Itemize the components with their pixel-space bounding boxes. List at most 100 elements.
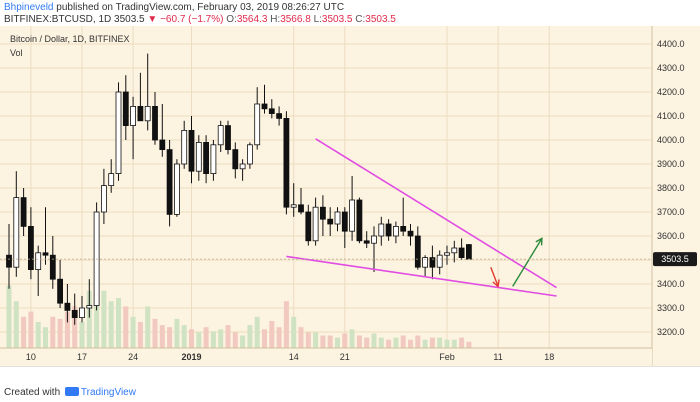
price-tick-label: 3700.0: [657, 207, 685, 217]
volume-bar: [130, 316, 136, 348]
volume-bar: [57, 318, 63, 348]
volume-bar: [137, 322, 143, 348]
volume-bar: [64, 311, 70, 348]
candle: [108, 159, 115, 193]
volume-bar: [116, 298, 121, 348]
candle-body: [465, 244, 472, 260]
candle: [71, 293, 78, 325]
candle-body: [356, 199, 363, 242]
volume-bar: [386, 339, 392, 348]
volume-bar: [159, 325, 165, 348]
volume-bar: [28, 311, 34, 348]
last-price: 3503.5: [114, 14, 145, 25]
candle-body: [6, 254, 12, 268]
candle-body: [341, 211, 348, 232]
price-tick-label: 4400.0: [657, 39, 685, 49]
volume-bar: [21, 316, 27, 348]
current-price-tag: 3503.5: [653, 252, 697, 267]
candle: [122, 75, 129, 140]
price-axis[interactable]: [652, 26, 700, 366]
candle: [371, 226, 377, 272]
candle: [42, 207, 49, 265]
volume-bar: [13, 301, 19, 348]
grid-lines: [0, 26, 652, 348]
price-tick-label: 3800.0: [657, 183, 685, 193]
candle-body: [261, 103, 268, 110]
price-chart[interactable]: 3200.03300.03400.03500.03600.03700.03800…: [0, 26, 700, 366]
candle-body: [57, 278, 63, 304]
volume-bar: [269, 320, 275, 348]
candle: [86, 279, 93, 318]
time-tick-label: 18: [544, 352, 554, 362]
volume-bar: [437, 337, 443, 348]
candle: [166, 140, 173, 227]
candle-body: [203, 142, 210, 175]
time-tick-label: 11: [493, 352, 502, 362]
author-link[interactable]: Bhpineveld: [4, 2, 54, 13]
candle-body: [159, 139, 166, 150]
volume-bar: [356, 335, 362, 348]
candle-body: [429, 257, 436, 268]
tradingview-brand[interactable]: TradingView: [80, 387, 136, 398]
created-with-text: Created with: [4, 387, 61, 398]
symbol-label: BITFINEX:BTCUSD, 1D: [4, 14, 112, 25]
candle-body: [232, 149, 239, 170]
candle: [137, 72, 144, 122]
candle: [152, 92, 158, 145]
candle: [20, 188, 27, 236]
arrow-down: [490, 266, 500, 288]
volume-bar: [466, 341, 472, 348]
candle-body: [283, 118, 290, 208]
candle: [225, 120, 231, 155]
candle: [195, 135, 202, 181]
volume-bar: [320, 335, 326, 348]
candle: [232, 142, 239, 179]
candle: [261, 84, 268, 114]
volume-bar: [349, 329, 355, 348]
candle-body: [363, 240, 370, 244]
volume-bar: [291, 316, 297, 348]
arrow-head: [535, 237, 543, 246]
volume-bar: [167, 327, 173, 348]
candle-body: [144, 106, 151, 122]
volume-bar: [422, 339, 428, 348]
time-tick-label: 17: [77, 352, 87, 362]
volume-bar: [225, 325, 231, 348]
volume-bar: [298, 327, 304, 348]
volume-bar: [108, 301, 114, 348]
volume-bar: [342, 333, 348, 348]
candle: [115, 82, 122, 181]
candle-body: [436, 254, 443, 268]
volume-bar: [101, 290, 107, 348]
candle: [312, 197, 319, 246]
legend-vol: Vol: [10, 48, 23, 58]
time-tick-label: 24: [128, 352, 138, 362]
candle: [465, 243, 472, 260]
volume-bar: [262, 329, 267, 348]
candle: [327, 207, 334, 236]
low-label: L:: [313, 14, 322, 25]
volume-bar: [50, 316, 56, 348]
candle-body: [239, 163, 246, 170]
close-value: 3503.5: [365, 14, 396, 25]
price-tick-label: 4300.0: [657, 63, 685, 73]
time-tick-label: 10: [26, 352, 36, 362]
candle-body: [414, 235, 421, 268]
volume-bar: [181, 325, 187, 348]
candle-body: [254, 103, 261, 146]
candle-body: [217, 125, 224, 146]
volume-bar: [79, 322, 85, 348]
created-with: Created with TradingView: [4, 387, 136, 398]
candle: [210, 140, 217, 181]
volume-bar: [86, 290, 92, 348]
candle-body: [35, 252, 42, 271]
candle: [341, 207, 348, 248]
candle: [57, 260, 63, 308]
price-tick-label: 3900.0: [657, 159, 685, 169]
volume-bar: [400, 335, 406, 348]
candle: [130, 96, 137, 160]
volume-bar: [196, 332, 202, 348]
candle-body: [385, 223, 392, 237]
volume-bar: [152, 318, 158, 348]
candle: [217, 120, 224, 152]
